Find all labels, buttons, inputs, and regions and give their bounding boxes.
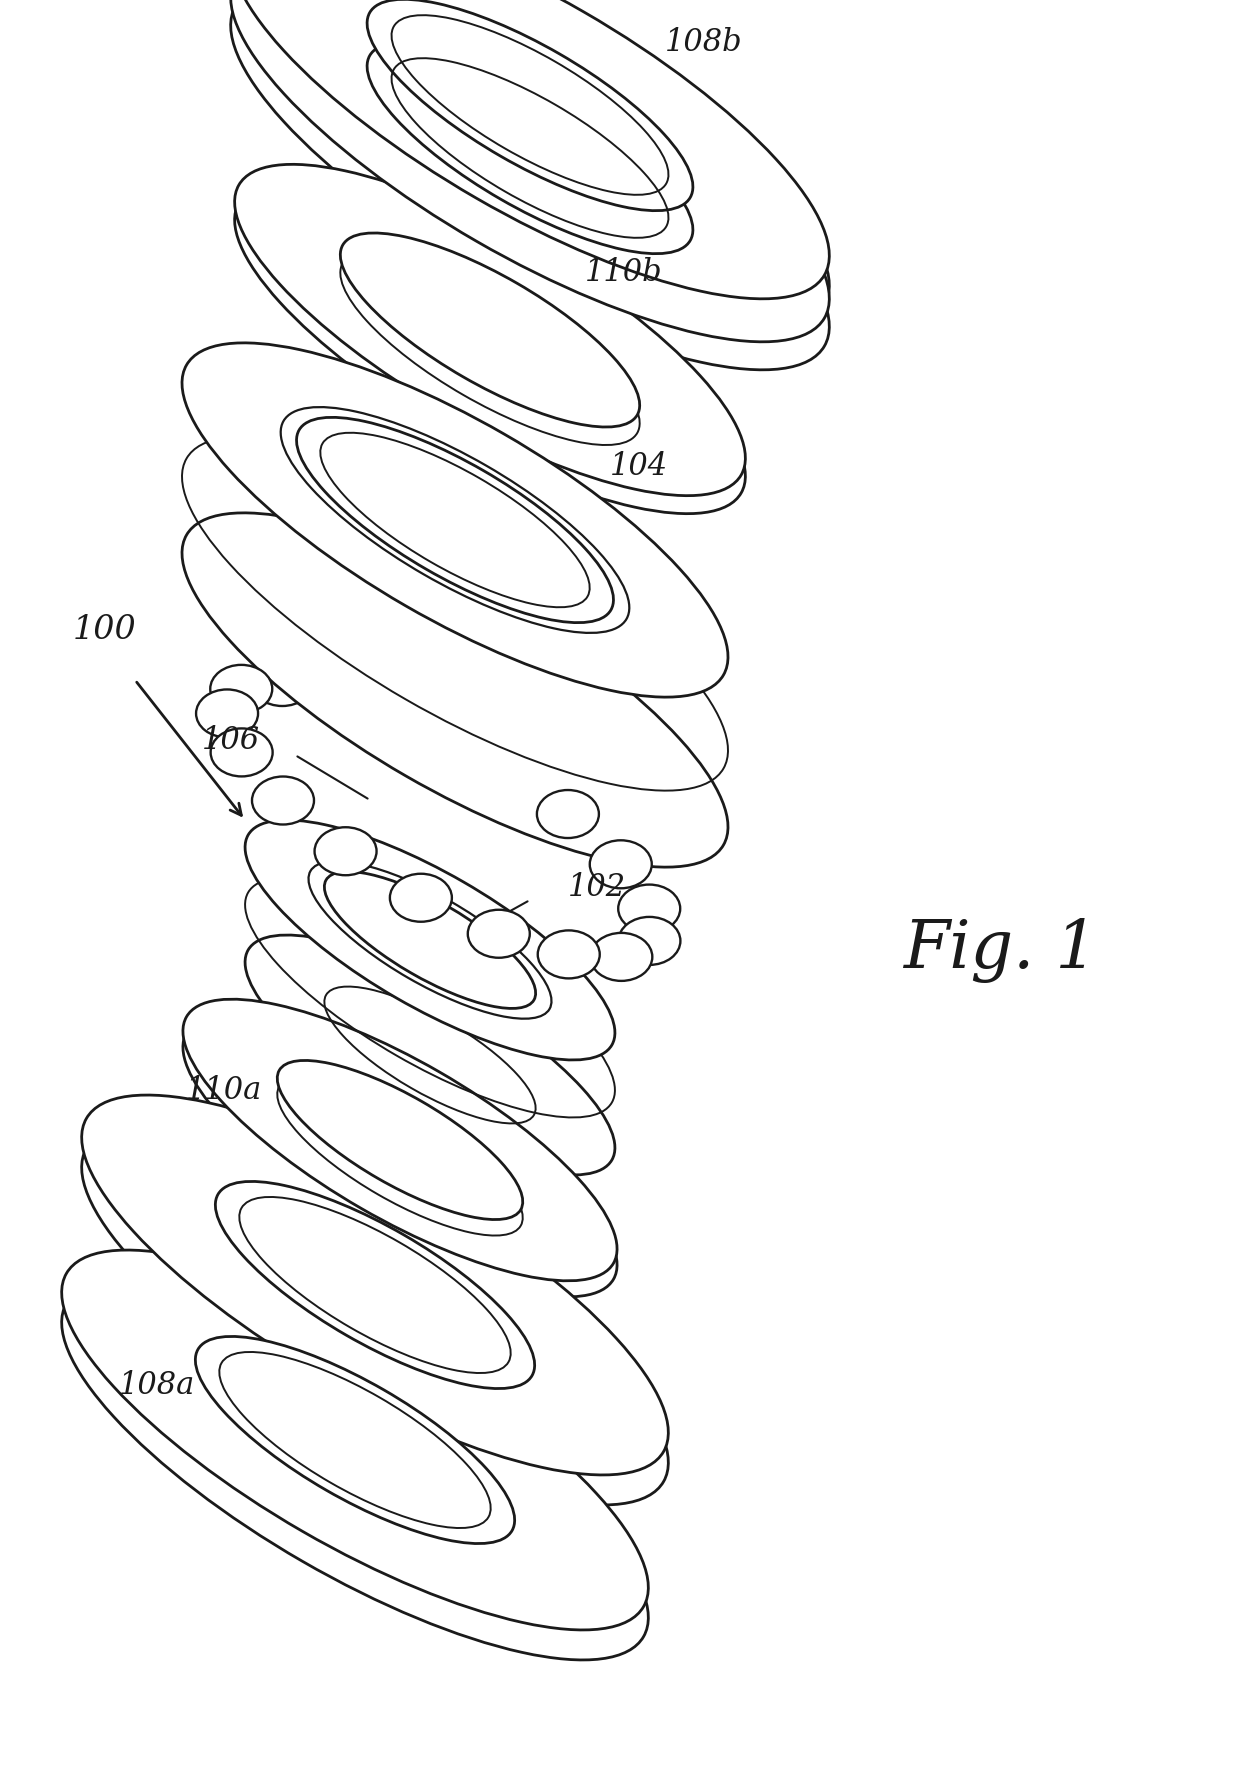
Ellipse shape	[278, 1060, 523, 1219]
Ellipse shape	[389, 698, 451, 746]
Ellipse shape	[62, 1250, 649, 1630]
Text: 102: 102	[568, 871, 626, 903]
Ellipse shape	[211, 728, 273, 776]
Ellipse shape	[537, 791, 599, 837]
Ellipse shape	[340, 234, 640, 427]
Ellipse shape	[234, 164, 745, 496]
Ellipse shape	[231, 0, 830, 369]
Ellipse shape	[296, 418, 614, 623]
Ellipse shape	[252, 659, 314, 707]
Ellipse shape	[184, 1016, 618, 1298]
Ellipse shape	[82, 1125, 668, 1505]
Ellipse shape	[389, 873, 451, 921]
Ellipse shape	[216, 1182, 534, 1389]
Ellipse shape	[619, 917, 681, 966]
Text: 100: 100	[73, 614, 136, 646]
Ellipse shape	[182, 512, 728, 868]
Ellipse shape	[196, 689, 258, 737]
Ellipse shape	[234, 182, 745, 514]
Ellipse shape	[467, 910, 529, 959]
Ellipse shape	[182, 343, 728, 698]
Ellipse shape	[280, 407, 630, 634]
Ellipse shape	[325, 871, 536, 1009]
Ellipse shape	[231, 0, 830, 341]
Ellipse shape	[538, 930, 600, 978]
Text: 108b: 108b	[665, 27, 743, 57]
Text: 106: 106	[202, 725, 260, 755]
Ellipse shape	[314, 669, 376, 718]
Ellipse shape	[82, 1094, 668, 1474]
Ellipse shape	[231, 0, 830, 298]
Ellipse shape	[62, 1280, 649, 1660]
Text: 110b: 110b	[585, 257, 662, 287]
Ellipse shape	[466, 741, 528, 789]
Ellipse shape	[619, 885, 681, 932]
Text: 108a: 108a	[119, 1369, 195, 1401]
Text: 110a: 110a	[186, 1075, 262, 1105]
Ellipse shape	[246, 819, 615, 1060]
Ellipse shape	[184, 1000, 618, 1282]
Ellipse shape	[315, 826, 377, 875]
Ellipse shape	[590, 934, 652, 982]
Text: Fig. 1: Fig. 1	[903, 917, 1097, 982]
Ellipse shape	[196, 1337, 515, 1544]
Ellipse shape	[367, 43, 693, 253]
Ellipse shape	[246, 935, 615, 1175]
Ellipse shape	[309, 862, 552, 1019]
Ellipse shape	[367, 0, 693, 211]
Ellipse shape	[211, 664, 273, 712]
Text: 104: 104	[610, 450, 668, 482]
Ellipse shape	[590, 841, 652, 889]
Ellipse shape	[231, 0, 830, 328]
Ellipse shape	[252, 776, 314, 825]
